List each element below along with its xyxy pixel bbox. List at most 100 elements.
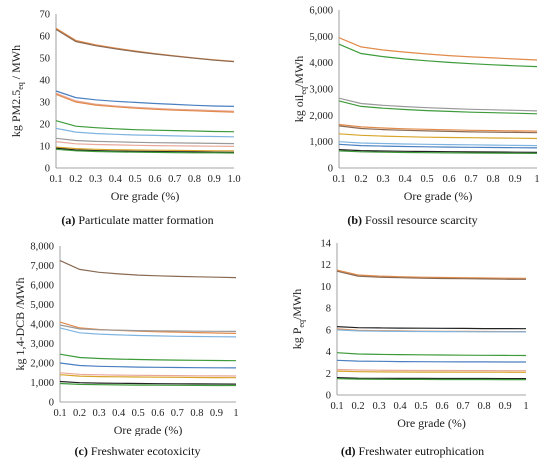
chart2-y-tick-label: 0 bbox=[49, 398, 54, 409]
chart1-y-tick-label: 4,000 bbox=[309, 58, 333, 69]
chart1-series-line-6 bbox=[338, 125, 538, 134]
chart0-x-tick-label: 0.6 bbox=[148, 174, 161, 185]
chart3-y-tick-label: 12 bbox=[321, 260, 332, 271]
chart1-series-line-2 bbox=[338, 43, 538, 68]
chart0-series-line-4 bbox=[55, 92, 235, 112]
chart2-y-tick-label: 7,000 bbox=[30, 261, 54, 272]
chart3-series-line-7 bbox=[336, 359, 526, 363]
chart3-series-line-2 bbox=[336, 270, 527, 280]
chart1-y-tick-label: 3,000 bbox=[309, 85, 333, 96]
chart2-x-tick-label: 0.7 bbox=[171, 408, 184, 419]
chart0-y-tick-label: 0 bbox=[45, 164, 50, 175]
chart1-y-tick-label: 2,000 bbox=[309, 111, 333, 122]
chart1-x-tick-label: 0.2 bbox=[354, 174, 367, 185]
chart3-x-tick-label: 0.7 bbox=[456, 401, 469, 412]
chart1-y-axis-label: kg oileq/MWh bbox=[292, 56, 308, 123]
chart1-x-tick-label: 0.5 bbox=[420, 174, 433, 185]
chart0-y-tick-label: 10 bbox=[40, 142, 51, 153]
chart0-series-line-3 bbox=[55, 90, 235, 107]
chart0-y-tick-label: 70 bbox=[40, 10, 51, 21]
chart3-series-line-8 bbox=[336, 368, 526, 372]
chart-b: 0 1,000 2,000 3,000 4,000 5,000 6,000 0.1 0.2 0.3… bbox=[292, 6, 540, 204]
chart2-series-line-3 bbox=[59, 324, 237, 332]
chart1-series-line-7 bbox=[338, 133, 538, 140]
chart3-series-line-3 bbox=[336, 326, 527, 330]
chart1-x-tick-label: 0.3 bbox=[376, 174, 389, 185]
chart1-series-line-10 bbox=[338, 149, 538, 153]
chart1-series-line-11 bbox=[338, 150, 538, 154]
chart0-series-line-12 bbox=[55, 148, 235, 154]
chart2-x-tick-label: 0.2 bbox=[73, 408, 86, 419]
caption-b-text: Fossil resource scarcity bbox=[362, 213, 478, 227]
chart2-x-tick-label: 0.9 bbox=[210, 408, 223, 419]
chart0-series-line-11 bbox=[55, 147, 235, 153]
chart2-series-line-10 bbox=[59, 382, 236, 387]
chart-panel-a: 0 10 20 30 40 50 60 70 0.1 0.2 0.3 0.4 0.5 0.6 0.7 0.8 0… bbox=[0, 0, 275, 231]
chart1-y-tick-label: 6,000 bbox=[309, 6, 333, 17]
chart2-x-axis-label: Ore grade (%) bbox=[114, 423, 183, 436]
chart3-x-tick-label: 0.4 bbox=[393, 401, 407, 412]
chart2-x-tick-label: 0.6 bbox=[151, 408, 164, 419]
caption-c-text: Freshwater ecotoxicity bbox=[87, 444, 201, 458]
chart1-x-tick-label: 0.7 bbox=[464, 174, 477, 185]
chart2-y-tick-label: 3,000 bbox=[30, 339, 54, 350]
chart3-y-tick-label: 10 bbox=[321, 282, 332, 293]
caption-b-letter: (b) bbox=[347, 213, 363, 227]
caption-d-text: Freshwater eutrophication bbox=[355, 444, 485, 458]
chart0-series-line-7 bbox=[55, 127, 235, 138]
chart1-x-tick-label: 0.6 bbox=[442, 174, 455, 185]
chart-c: 0 1,000 2,000 3,000 4,000 5,000 6,000 7,000 8,00… bbox=[13, 242, 239, 438]
chart0-x-tick-label: 0.7 bbox=[168, 174, 181, 185]
caption-d: (d) Freshwater eutrophication bbox=[275, 444, 550, 459]
chart-panel-c: 0 1,000 2,000 3,000 4,000 5,000 6,000 7,000 8,00… bbox=[0, 231, 275, 462]
chart3-x-tick-label: 0.1 bbox=[330, 401, 343, 412]
chart2-series-line-9 bbox=[59, 380, 237, 385]
chart3-x-axis-label: Ore grade (%) bbox=[397, 416, 466, 430]
chart3-y-tick-label: 2 bbox=[326, 369, 331, 380]
chart0-x-tick-label: 0.5 bbox=[129, 174, 142, 185]
chart2-series-line-6 bbox=[59, 362, 237, 369]
chart2-y-axis-label: kg 1,4-DCB /MWh bbox=[13, 278, 27, 371]
chart3-series-line-1 bbox=[336, 269, 527, 279]
chart0-y-tick-label: 20 bbox=[40, 120, 51, 131]
chart3-y-tick-label: 6 bbox=[326, 325, 331, 336]
chart3-series-line-9 bbox=[336, 370, 527, 373]
chart-d: 0 2 4 6 8 10 12 14 0.1 0.2 0.3 0.4 0.5 0.6 0.7 0.8 0.9 1 O… bbox=[290, 239, 529, 431]
chart2-x-tick-label: 0.1 bbox=[53, 408, 66, 419]
chart1-x-tick-label: 1 bbox=[534, 174, 539, 185]
chart2-x-tick-label: 0.3 bbox=[93, 408, 106, 419]
chart3-y-tick-label: 14 bbox=[321, 239, 332, 250]
chart1-y-tick-label: 5,000 bbox=[309, 32, 333, 43]
chart0-y-tick-label: 30 bbox=[40, 98, 51, 109]
chart0-x-tick-label: 0.9 bbox=[208, 174, 221, 185]
chart2-series-line-8 bbox=[59, 374, 237, 379]
chart3-x-tick-label: 0.2 bbox=[351, 401, 364, 412]
chart3-series-line-5 bbox=[336, 329, 527, 333]
chart0-series-line-1 bbox=[55, 27, 235, 62]
chart3-x-tick-label: 1 bbox=[523, 401, 528, 412]
chart0-y-tick-label: 40 bbox=[40, 76, 51, 87]
chart3-series-line-11 bbox=[336, 378, 526, 381]
chart-panel-b: 0 1,000 2,000 3,000 4,000 5,000 6,000 0.1 0.2 0.3… bbox=[275, 0, 550, 231]
chart3-x-tick-label: 0.8 bbox=[477, 401, 490, 412]
chart2-series-line-1 bbox=[59, 260, 237, 279]
chart2-y-tick-label: 4,000 bbox=[30, 320, 54, 331]
chart3-x-tick-label: 0.9 bbox=[498, 401, 511, 412]
chart2-x-tick-label: 0.5 bbox=[132, 408, 145, 419]
chart3-x-tick-label: 0.3 bbox=[372, 401, 385, 412]
chart0-x-tick-label: 0.1 bbox=[49, 174, 62, 185]
chart1-x-tick-label: 0.4 bbox=[398, 174, 412, 185]
chart1-x-tick-label: 0.8 bbox=[486, 174, 499, 185]
chart2-series-line-5 bbox=[59, 353, 237, 362]
chart0-y-tick-label: 60 bbox=[40, 32, 51, 43]
chart3-x-tick-label: 0.6 bbox=[435, 401, 448, 412]
chart0-y-tick-label: 50 bbox=[40, 54, 51, 65]
chart3-y-tick-label: 8 bbox=[326, 304, 331, 315]
chart0-series-line-2 bbox=[55, 28, 235, 63]
chart3-series-line-6 bbox=[336, 352, 527, 357]
chart0-series-line-10 bbox=[55, 146, 234, 152]
chart1-series-line-5 bbox=[338, 123, 538, 132]
caption-b: (b) Fossil resource scarcity bbox=[275, 213, 550, 228]
chart2-series-line-4 bbox=[59, 327, 237, 338]
chart2-y-tick-label: 2,000 bbox=[30, 359, 54, 370]
